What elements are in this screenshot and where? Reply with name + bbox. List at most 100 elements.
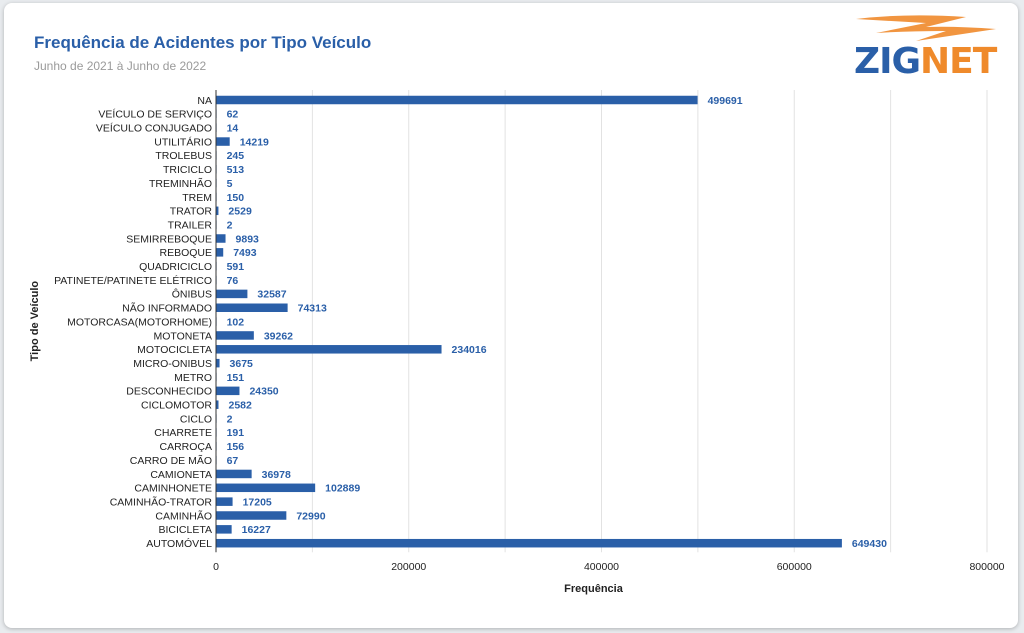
x-tick-label: 800000 [969,561,1004,573]
y-tick-label: AUTOMÓVEL [146,537,212,550]
y-tick-label: BICICLETA [159,524,212,536]
bar [216,206,219,216]
bar [216,538,842,548]
y-tick-label: CAMINHÃO [155,509,212,522]
y-tick-label: CARRO DE MÃO [130,454,212,467]
bar [216,95,698,105]
data-label: 150 [227,192,245,204]
bar [216,469,252,479]
data-label: 17205 [243,496,272,508]
y-tick-label: MOTONETA [153,330,212,342]
data-label: 36978 [262,469,291,481]
y-tick-label: REBOQUE [159,247,212,259]
x-tick-label: 400000 [584,561,619,573]
data-label: 16227 [242,524,271,536]
data-label: 499691 [708,95,743,107]
y-tick-label: UTILITÁRIO [154,135,212,148]
y-tick-label: MICRO-ONIBUS [133,358,212,370]
data-labels: 4996916214142192455135150252929893749359… [227,95,887,550]
y-tick-label: CICLOMOTOR [141,400,212,412]
data-label: 191 [227,427,245,439]
y-tick-label: TRATOR [170,206,213,218]
data-label: 62 [227,109,239,121]
zignet-logo: ZIGNET [846,11,1006,83]
y-axis-title: Tipo de Veículo [29,281,41,362]
bar [216,497,233,506]
x-tick-label: 200000 [391,561,426,573]
y-tick-label: TRICICLO [163,164,212,176]
data-label: 3675 [230,358,254,370]
y-tick-label: VEÍCULO CONJUGADO [96,122,212,135]
y-tick-label: CAMIONETA [150,469,212,481]
bar [216,400,219,409]
y-tick-label: QUADRICICLO [139,261,212,273]
y-tick-label: CAMINHÃO-TRATOR [110,495,213,508]
logo-wordmark: ZIGNET [854,41,997,82]
data-label: 67 [227,455,239,467]
data-label: 39262 [264,330,293,342]
data-label: 24350 [249,386,278,398]
bar [216,386,240,396]
data-label: 102 [227,316,245,328]
x-axis-title: Frequência [564,583,624,595]
data-label: 5 [227,178,233,190]
y-tick-label: CAMINHONETE [134,483,212,495]
data-label: 14 [227,123,239,135]
logo-text-net: NET [920,41,997,82]
data-label: 151 [227,372,245,384]
chart-card: Frequência de Acidentes por Tipo Veículo… [4,3,1018,628]
data-label: 156 [227,441,245,453]
logo-text-zig: ZIG [854,41,921,82]
data-label: 649430 [852,538,887,550]
bar [216,248,224,257]
data-label: 2582 [228,400,252,412]
bar [216,345,442,354]
data-label: 72990 [296,510,325,522]
bars [216,95,842,548]
bar [216,511,287,520]
bar [216,137,230,146]
y-tick-label: PATINETE/PATINETE ELÉTRICO [54,274,212,287]
data-label: 9893 [236,233,260,245]
y-tick-label: MOTORCASA(MOTORHOME) [67,316,212,328]
bar [216,234,226,243]
y-tick-label: CHARRETE [154,427,212,439]
data-label: 591 [227,261,245,273]
y-tick-label: NÃO INFORMADO [122,302,212,315]
logo-swoosh-icon [856,15,996,41]
data-label: 14219 [240,136,269,148]
y-tick-label: ÔNIBUS [172,288,212,301]
bar [216,303,288,312]
data-label: 102889 [325,483,360,495]
y-tick-label: METRO [174,372,212,384]
y-tick-label: TRAILER [168,219,213,231]
y-tick-label: SEMIRREBOQUE [126,233,212,245]
y-tick-label: MOTOCICLETA [137,344,212,356]
data-label: 2 [227,219,233,231]
bar [216,331,254,340]
bar [216,358,220,368]
data-label: 76 [227,275,239,287]
y-tick-label: DESCONHECIDO [126,386,212,398]
x-tick-labels: 0 200000 400000 600000 800000 [213,561,1005,573]
chart-title: Frequência de Acidentes por Tipo Veículo [34,33,372,52]
data-label: 234016 [452,344,487,356]
gridlines [311,90,988,553]
y-tick-label: VEÍCULO DE SERVIÇO [98,108,212,121]
x-tick-label: 0 [213,561,219,573]
y-tick-label: TROLEBUS [155,150,212,162]
y-tick-label: NA [197,95,212,107]
data-label: 32587 [257,289,286,301]
chart-subtitle: Junho de 2021 à Junho de 2022 [34,59,207,73]
data-label: 2529 [228,206,252,218]
bar [216,289,248,299]
data-label: 513 [227,164,245,176]
x-tick-label: 600000 [777,561,812,573]
y-tick-label: TREMINHÃO [149,177,212,190]
y-tick-label: CARROÇA [159,441,212,453]
data-label: 2 [227,413,233,425]
bar [216,525,232,534]
y-tick-label: CICLO [180,413,212,425]
